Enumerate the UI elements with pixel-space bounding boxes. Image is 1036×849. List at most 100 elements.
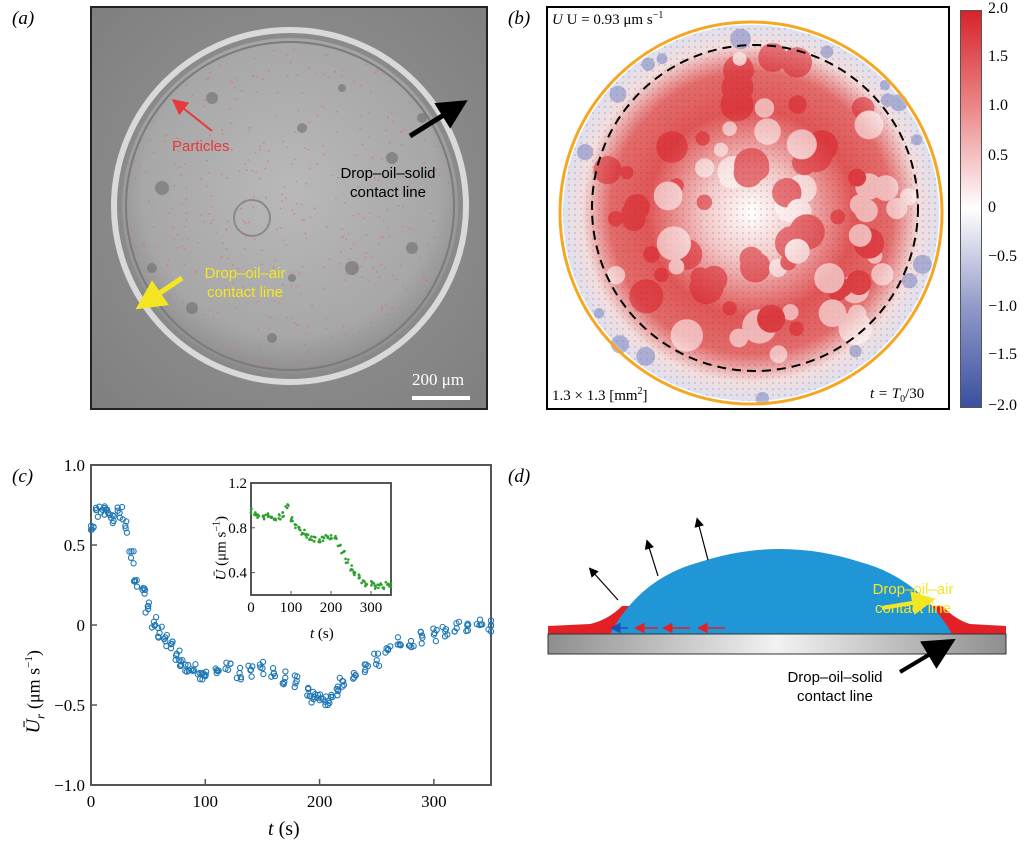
data-point xyxy=(154,624,162,632)
data-point xyxy=(214,667,221,675)
inset-data-point xyxy=(364,582,368,586)
oil-air-label-a: Drop–oil–air contact line xyxy=(204,265,286,301)
data-point xyxy=(282,668,289,675)
particles-label: Particles xyxy=(172,138,230,155)
inset-data-point xyxy=(370,584,373,587)
inset-data-point xyxy=(357,573,361,576)
data-point xyxy=(340,678,347,685)
data-point xyxy=(351,674,358,681)
inset-y-tick-label: 0.8 xyxy=(228,521,247,537)
inset-data-point xyxy=(279,517,282,521)
data-point xyxy=(282,674,289,681)
oil-solid-arrow-d xyxy=(898,638,956,674)
oil-air-arrow xyxy=(135,275,184,310)
data-point xyxy=(248,673,255,680)
data-point xyxy=(292,680,299,687)
inset-data-point xyxy=(388,585,391,588)
data-point xyxy=(371,650,378,657)
inset-xlabel: t (s) xyxy=(310,626,334,642)
panel-a-arrows xyxy=(135,99,470,400)
y-tick-label: 1.0 xyxy=(64,456,85,475)
inset-data-point xyxy=(303,528,306,532)
cb-tick: 0 xyxy=(988,199,996,216)
data-point xyxy=(271,672,279,680)
data-point xyxy=(236,664,244,672)
cb-tick: 2.0 xyxy=(988,0,1008,17)
data-point xyxy=(336,674,343,682)
data-point xyxy=(97,509,105,516)
cb-tick: 1.0 xyxy=(988,97,1008,114)
cb-tick: −2.0 xyxy=(988,397,1018,414)
inset-data-point xyxy=(350,564,354,567)
panel-a-image xyxy=(90,6,488,410)
inset-x-tick-label: 300 xyxy=(360,600,383,616)
data-point xyxy=(441,633,449,640)
inset-data-point xyxy=(308,537,312,541)
inset-data-point xyxy=(284,505,287,508)
data-point xyxy=(373,661,380,668)
data-point xyxy=(177,658,184,665)
data-point xyxy=(182,667,189,674)
inset-data-point xyxy=(373,587,377,590)
inset-data-point xyxy=(304,533,307,537)
data-point xyxy=(334,687,342,695)
data-point xyxy=(294,673,301,680)
data-point xyxy=(316,691,324,698)
data-point xyxy=(433,626,440,634)
inset-data-point xyxy=(351,568,354,571)
inset-data-point xyxy=(353,571,357,574)
data-point xyxy=(141,585,148,592)
data-point xyxy=(384,646,392,654)
colorbar xyxy=(960,10,982,408)
evap-arrow xyxy=(644,539,659,577)
cb-tick: 0.5 xyxy=(988,147,1008,164)
inset-data-point xyxy=(346,561,350,564)
data-point xyxy=(464,627,472,634)
data-point xyxy=(122,522,129,529)
inset-y-tick-label: 0.4 xyxy=(228,566,247,582)
data-point xyxy=(182,661,189,668)
y-tick-label: −1.0 xyxy=(54,776,85,795)
inset-data-point xyxy=(297,527,301,531)
inset-data-point xyxy=(264,513,267,517)
inset-data-point xyxy=(256,516,259,519)
data-point xyxy=(114,507,121,514)
inset-data-point xyxy=(321,539,325,543)
data-point xyxy=(110,517,117,525)
data-point xyxy=(394,641,401,648)
inset-data-point xyxy=(388,583,391,586)
inset-data-point xyxy=(372,581,376,585)
inset-data-point xyxy=(363,580,366,584)
inset-x-tick-label: 0 xyxy=(247,600,255,616)
panel-c-label: (c) xyxy=(12,466,34,487)
inset-data-point xyxy=(338,544,342,547)
contact-line-circle xyxy=(558,20,944,406)
data-point xyxy=(92,504,100,512)
data-point xyxy=(340,681,348,689)
cb-tick: −0.5 xyxy=(988,248,1018,265)
data-point xyxy=(142,609,149,616)
data-point xyxy=(145,599,153,606)
data-point xyxy=(291,683,298,691)
data-point xyxy=(130,548,137,555)
data-point xyxy=(363,661,370,668)
y-tick-label: 0 xyxy=(77,616,86,635)
data-point xyxy=(455,618,463,625)
dashed-circle xyxy=(591,44,919,372)
data-point xyxy=(114,504,121,511)
substrate xyxy=(547,633,1007,655)
data-point xyxy=(319,695,327,703)
data-point xyxy=(105,509,112,516)
data-point xyxy=(192,661,199,668)
data-point xyxy=(223,659,230,666)
x-tick-label: 100 xyxy=(193,792,219,811)
inset-data-point xyxy=(324,534,327,537)
inset-data-point xyxy=(270,515,274,519)
oil-solid-label-a: Drop–oil–solid contact line xyxy=(340,165,436,201)
inset-data-point xyxy=(262,517,266,521)
oil-air-label-d: Drop–oil–air contact line xyxy=(872,581,954,617)
data-point xyxy=(162,634,169,641)
data-point xyxy=(237,673,244,681)
inset-data-point xyxy=(384,580,388,584)
panel-c-chart: 0 100 200 300 1.0 0.5 0 −0.5 −1.0 0 100 200 300 1.2 0… xyxy=(54,456,495,811)
